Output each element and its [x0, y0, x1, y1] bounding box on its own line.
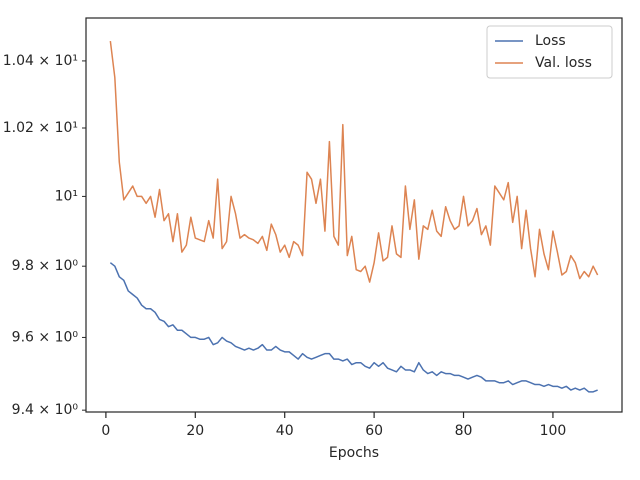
legend-label: Val. loss: [535, 55, 592, 71]
y-tick-label: 9.4 × 10⁰: [12, 402, 79, 418]
line-series: [109, 262, 598, 393]
plot-frame: [85, 17, 623, 413]
y-tick-label: 1.02 × 10¹: [3, 120, 78, 136]
x-tick-label: 100: [540, 423, 567, 439]
x-tick-label: 20: [186, 423, 204, 439]
x-axis-label: Epochs: [329, 445, 379, 461]
x-tick-label: 0: [101, 423, 110, 439]
legend-label: Loss: [535, 33, 566, 49]
y-tick-label: 9.6 × 10⁰: [12, 329, 79, 345]
y-tick-label: 10¹: [55, 188, 78, 204]
y-tick-label: 1.04 × 10¹: [3, 53, 78, 69]
legend-box: [486, 25, 613, 79]
y-tick-label: 9.8 × 10⁰: [12, 258, 79, 274]
x-tick-label: 60: [365, 423, 383, 439]
line-series: [109, 40, 599, 283]
x-tick-label: 80: [455, 423, 473, 439]
x-tick-label: 40: [276, 423, 294, 439]
